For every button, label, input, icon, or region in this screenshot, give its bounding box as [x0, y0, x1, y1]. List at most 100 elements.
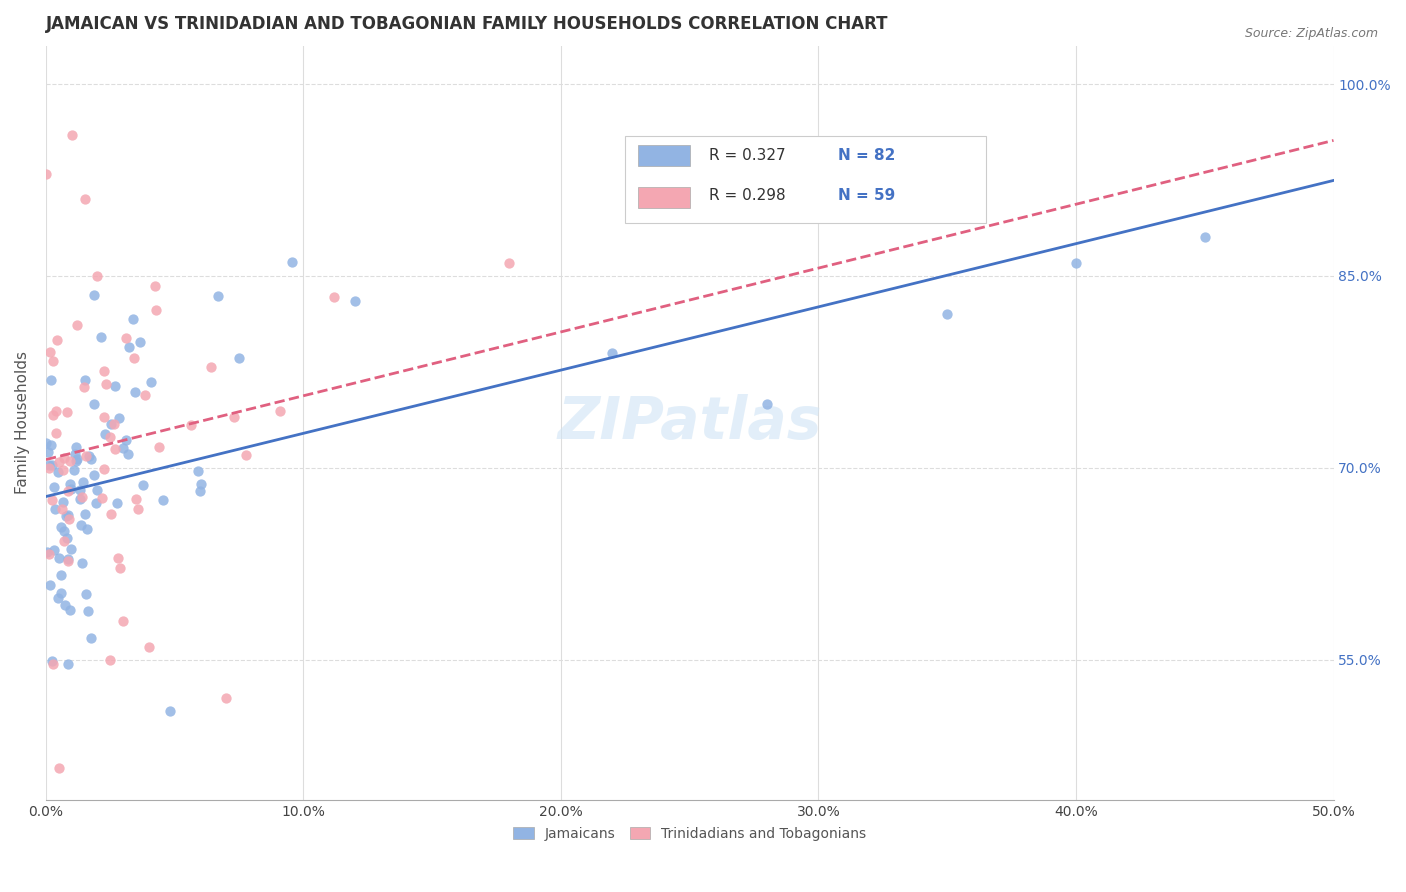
Point — [104, 442, 127, 457]
Text: JAMAICAN VS TRINIDADIAN AND TOBAGONIAN FAMILY HOUSEHOLDS CORRELATION CHART: JAMAICAN VS TRINIDADIAN AND TOBAGONIAN F… — [46, 15, 889, 33]
Text: R = 0.298: R = 0.298 — [709, 187, 786, 202]
Point — [110, 560, 132, 574]
Point — [58, 512, 80, 526]
Point — [602, 345, 624, 359]
Point — [53, 598, 76, 612]
Point — [65, 447, 87, 461]
Point — [83, 287, 105, 301]
Point — [138, 640, 160, 654]
Point — [38, 458, 60, 473]
Point — [56, 657, 79, 671]
Point — [56, 508, 79, 522]
Point — [145, 303, 167, 318]
Point — [115, 331, 138, 345]
Point — [94, 426, 117, 441]
Point — [100, 507, 122, 521]
Point — [38, 547, 60, 561]
Y-axis label: Family Households: Family Households — [15, 351, 30, 494]
Point — [48, 455, 70, 469]
Point — [41, 493, 63, 508]
Point — [52, 463, 75, 477]
Point — [112, 614, 135, 628]
Point — [65, 454, 87, 468]
FancyBboxPatch shape — [626, 136, 986, 223]
Point — [108, 411, 131, 425]
Text: R = 0.327: R = 0.327 — [709, 147, 786, 162]
Point — [756, 397, 779, 411]
Point — [38, 461, 60, 475]
Point — [132, 478, 155, 492]
Point — [39, 345, 62, 359]
Point — [45, 425, 67, 440]
Point — [41, 458, 63, 472]
Point — [86, 268, 108, 283]
Point — [56, 405, 79, 419]
FancyBboxPatch shape — [638, 186, 690, 208]
Point — [76, 604, 98, 618]
Point — [90, 330, 112, 344]
Point — [114, 433, 136, 447]
Point — [52, 495, 75, 509]
Point — [48, 550, 70, 565]
Point — [207, 288, 229, 302]
Point — [51, 501, 73, 516]
Point — [1194, 230, 1216, 244]
Point — [235, 448, 257, 462]
Point — [139, 376, 162, 390]
Point — [93, 364, 115, 378]
Point — [98, 429, 121, 443]
Point — [41, 408, 63, 422]
Point — [51, 586, 73, 600]
Point — [103, 417, 125, 431]
Point — [83, 467, 105, 482]
Point — [59, 603, 82, 617]
Point — [180, 417, 202, 432]
Point — [59, 477, 82, 491]
Point — [98, 652, 121, 666]
Point — [190, 483, 212, 498]
Point — [70, 556, 93, 570]
Point — [37, 444, 59, 458]
Point — [124, 384, 146, 399]
Point — [269, 404, 291, 418]
Text: ZIPatlas: ZIPatlas — [558, 394, 823, 451]
Point — [79, 631, 101, 645]
Point — [35, 167, 58, 181]
Point — [83, 397, 105, 411]
Point — [52, 450, 75, 465]
Point — [45, 404, 67, 418]
Point — [228, 351, 250, 365]
Point — [100, 417, 122, 431]
Point — [343, 294, 366, 309]
Point — [104, 379, 127, 393]
Point — [143, 279, 166, 293]
Point — [122, 351, 145, 366]
Point — [37, 545, 59, 559]
Point — [107, 551, 129, 566]
Text: N = 82: N = 82 — [838, 147, 896, 162]
Point — [148, 441, 170, 455]
Point — [152, 493, 174, 508]
Point — [48, 761, 70, 775]
Point — [215, 690, 238, 705]
Point — [44, 502, 66, 516]
Point — [52, 524, 75, 538]
Point — [190, 476, 212, 491]
Point — [94, 376, 117, 391]
Point — [90, 491, 112, 505]
Text: Source: ZipAtlas.com: Source: ZipAtlas.com — [1244, 27, 1378, 40]
Point — [1064, 256, 1087, 270]
Point — [51, 520, 73, 534]
Point — [59, 453, 82, 467]
Point — [65, 440, 87, 454]
Point — [323, 290, 346, 304]
Point — [73, 374, 96, 388]
Point — [35, 436, 58, 450]
Point — [42, 480, 65, 494]
Point — [39, 578, 62, 592]
Point — [75, 449, 97, 463]
Point — [73, 380, 96, 394]
Point — [125, 491, 148, 506]
Point — [56, 551, 79, 566]
Point — [41, 654, 63, 668]
